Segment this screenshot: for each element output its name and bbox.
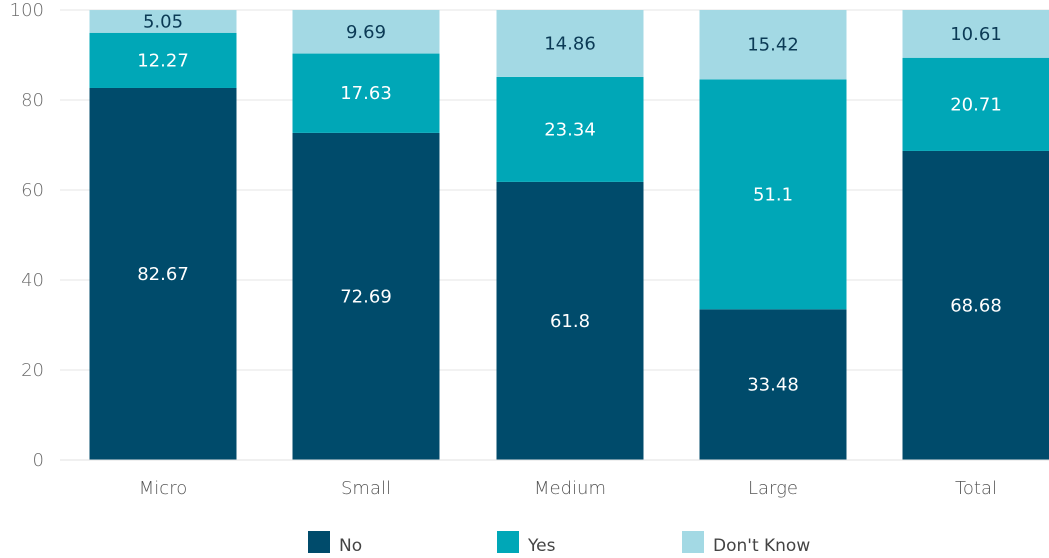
y-tick-label: 0 (33, 450, 44, 471)
legend-label: Don't Know (713, 536, 810, 556)
y-tick-label: 80 (21, 90, 44, 111)
legend-swatch (308, 531, 330, 553)
bar-no-large (699, 309, 847, 460)
data-label: 17.63 (340, 83, 392, 104)
data-label: 10.61 (950, 24, 1002, 45)
bar-yes-total (902, 57, 1049, 151)
data-label: 20.71 (950, 94, 1002, 115)
bar-don-t-know-total (902, 10, 1049, 58)
x-tick-label: Medium (534, 478, 606, 499)
data-label: 33.48 (747, 375, 799, 396)
bar-don-t-know-small (292, 9, 440, 54)
y-tick-label: 40 (21, 270, 44, 291)
y-tick-label: 100 (10, 0, 44, 21)
legend-swatch (682, 531, 704, 553)
bar-don-t-know-medium (496, 10, 644, 77)
bar-yes-large (699, 79, 847, 310)
bar-no-total (902, 150, 1049, 460)
legend-label: Yes (527, 536, 556, 556)
bar-yes-micro (89, 32, 237, 88)
x-tick-label: Total (955, 478, 997, 499)
x-tick-label: Small (341, 478, 391, 499)
x-tick-label: Large (748, 478, 798, 499)
data-label: 61.8 (550, 311, 590, 332)
data-label: 82.67 (137, 264, 189, 285)
legend-label: No (339, 536, 362, 556)
data-label: 14.86 (544, 33, 596, 54)
data-label: 23.34 (544, 119, 596, 140)
y-tick-label: 20 (21, 360, 44, 381)
bar-yes-medium (496, 76, 644, 182)
legend-swatch (497, 531, 519, 553)
bar-no-micro (89, 87, 237, 461)
bar-don-t-know-micro (89, 10, 237, 33)
bar-yes-small (292, 53, 440, 133)
data-label: 72.69 (340, 286, 392, 307)
y-tick-label: 60 (21, 180, 44, 201)
data-label: 5.05 (143, 11, 183, 32)
data-label: 15.42 (747, 35, 799, 56)
x-tick-label: Micro (139, 478, 187, 499)
data-label: 9.69 (346, 22, 386, 43)
data-label: 51.1 (753, 184, 793, 205)
data-label: 68.68 (950, 295, 1002, 316)
data-label: 12.27 (137, 50, 189, 71)
bar-don-t-know-large (699, 10, 847, 80)
bar-no-medium (496, 181, 644, 460)
bar-no-small (292, 132, 440, 460)
